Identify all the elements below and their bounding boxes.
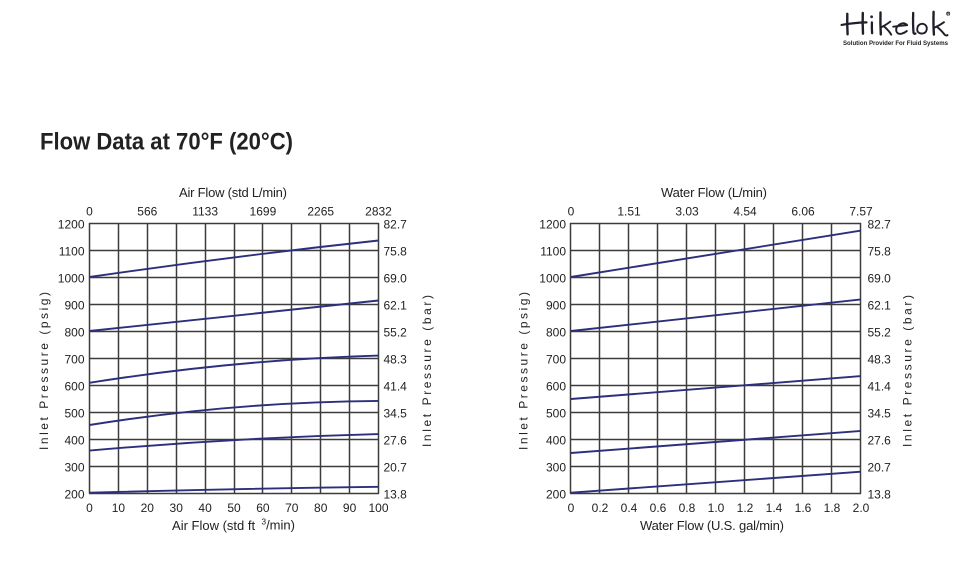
svg-text:1.4: 1.4 [766, 501, 783, 515]
svg-text:48.3: 48.3 [384, 352, 408, 366]
svg-text:0.4: 0.4 [621, 501, 638, 515]
svg-text:70: 70 [285, 501, 299, 515]
svg-text:20: 20 [141, 501, 155, 515]
svg-text:Water Flow (U.S. gal/min): Water Flow (U.S. gal/min) [640, 518, 784, 533]
svg-text:80: 80 [314, 501, 328, 515]
svg-text:500: 500 [546, 406, 566, 420]
svg-text:27.6: 27.6 [868, 433, 892, 447]
svg-text:62.1: 62.1 [384, 298, 408, 312]
svg-text:700: 700 [546, 352, 566, 366]
svg-text:Solution Provider For Fluid Sy: Solution Provider For Fluid Systems [843, 41, 949, 47]
svg-text:13.8: 13.8 [868, 487, 892, 501]
svg-text:34.5: 34.5 [384, 406, 408, 420]
svg-text:7.57: 7.57 [849, 204, 873, 218]
svg-text:20.7: 20.7 [384, 460, 408, 474]
svg-text:Flow Data at 70°F (20°C): Flow Data at 70°F (20°C) [40, 129, 293, 156]
svg-text:500: 500 [64, 406, 84, 420]
svg-text:400: 400 [64, 433, 84, 447]
svg-text:1100: 1100 [540, 244, 566, 258]
svg-text:55.2: 55.2 [384, 325, 408, 339]
svg-text:1133: 1133 [192, 204, 218, 218]
svg-text:90: 90 [343, 501, 357, 515]
svg-text:700: 700 [64, 352, 84, 366]
svg-text:41.4: 41.4 [384, 379, 408, 393]
svg-text:1.51: 1.51 [617, 204, 641, 218]
svg-text:300: 300 [546, 460, 566, 474]
svg-text:30: 30 [170, 501, 184, 515]
svg-text:1.0: 1.0 [708, 501, 725, 515]
svg-text:566: 566 [137, 204, 157, 218]
svg-text:1200: 1200 [58, 217, 85, 231]
svg-text:200: 200 [64, 487, 84, 501]
svg-text:1200: 1200 [539, 217, 566, 231]
svg-text:69.0: 69.0 [868, 271, 892, 285]
svg-text:1.2: 1.2 [737, 501, 754, 515]
svg-text:1.6: 1.6 [795, 501, 812, 515]
svg-text:75.8: 75.8 [868, 244, 892, 258]
svg-text:55.2: 55.2 [868, 325, 892, 339]
svg-text:Water Flow (L/min): Water Flow (L/min) [661, 185, 767, 200]
svg-text:13.8: 13.8 [384, 487, 408, 501]
svg-text:48.3: 48.3 [868, 352, 892, 366]
svg-text:Air Flow (std L/min): Air Flow (std L/min) [179, 185, 287, 200]
svg-text:82.7: 82.7 [868, 217, 892, 231]
svg-text:41.4: 41.4 [868, 379, 892, 393]
svg-text:62.1: 62.1 [868, 298, 892, 312]
svg-text:800: 800 [64, 325, 84, 339]
svg-text:Inlet Pressure (bar): Inlet Pressure (bar) [901, 295, 915, 447]
svg-text:2265: 2265 [307, 204, 334, 218]
svg-text:200: 200 [546, 487, 566, 501]
svg-text:0.2: 0.2 [592, 501, 609, 515]
svg-text:Inlet Pressure (psig): Inlet Pressure (psig) [517, 292, 531, 450]
svg-text:3.03: 3.03 [675, 204, 699, 218]
svg-text:Inlet Pressure (bar): Inlet Pressure (bar) [420, 295, 434, 447]
svg-text:20.7: 20.7 [868, 460, 892, 474]
svg-text:1.8: 1.8 [824, 501, 841, 515]
svg-text:1000: 1000 [539, 271, 566, 285]
svg-text:0: 0 [86, 204, 93, 218]
svg-text:82.7: 82.7 [384, 217, 408, 231]
svg-text:600: 600 [64, 379, 84, 393]
svg-text:1699: 1699 [250, 204, 277, 218]
svg-text:75.8: 75.8 [384, 244, 408, 258]
svg-text:300: 300 [64, 460, 84, 474]
svg-text:34.5: 34.5 [868, 406, 892, 420]
svg-text:0: 0 [86, 501, 93, 515]
svg-text:0.8: 0.8 [679, 501, 696, 515]
svg-text:27.6: 27.6 [384, 433, 408, 447]
svg-text:4.54: 4.54 [733, 204, 757, 218]
svg-text:60: 60 [256, 501, 270, 515]
svg-text:0: 0 [568, 501, 575, 515]
svg-text:69.0: 69.0 [384, 271, 408, 285]
svg-text:10: 10 [112, 501, 126, 515]
svg-text:Inlet Pressure (psig): Inlet Pressure (psig) [37, 292, 51, 450]
svg-text:50: 50 [227, 501, 241, 515]
svg-text:0.6: 0.6 [650, 501, 667, 515]
svg-text:600: 600 [546, 379, 566, 393]
svg-text:900: 900 [546, 298, 566, 312]
svg-text:800: 800 [546, 325, 566, 339]
svg-text:400: 400 [546, 433, 566, 447]
svg-text:1100: 1100 [59, 244, 85, 258]
svg-text:40: 40 [198, 501, 212, 515]
svg-text:0: 0 [568, 204, 575, 218]
svg-text:Air Flow (std ft 3/min): Air Flow (std ft 3/min) [172, 517, 295, 534]
svg-text:900: 900 [64, 298, 84, 312]
svg-text:100: 100 [368, 501, 388, 515]
svg-text:2832: 2832 [365, 204, 392, 218]
svg-text:2.0: 2.0 [853, 501, 870, 515]
svg-text:6.06: 6.06 [791, 204, 815, 218]
svg-text:1000: 1000 [58, 271, 85, 285]
